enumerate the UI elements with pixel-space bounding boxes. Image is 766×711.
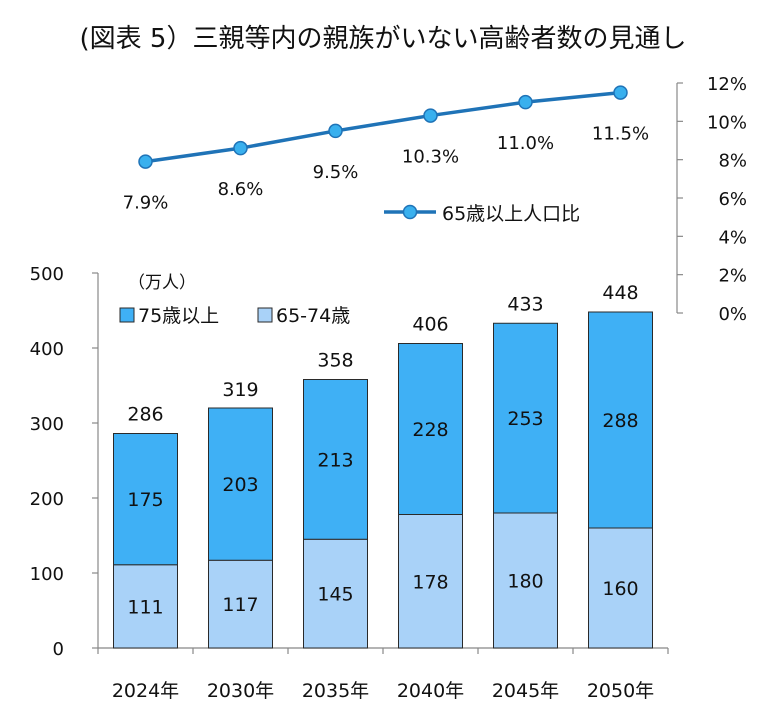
line-chart-axis: 0% 2% 4% 6% 8% 10% 12% [676,74,747,325]
line-point [233,140,248,156]
line-point [613,85,628,100]
bar-segment-value-label: 145 [317,584,353,606]
bar-total-label: 319 [222,379,258,401]
bar-segment-75-plus [493,322,558,514]
legend-label: 65歳以上人口比 [442,203,580,225]
bar-segment-value-label: 203 [222,474,258,496]
line-y-tick-label: 4% [718,227,747,248]
line-series-path [145,90,621,164]
line-data-label: 9.5% [313,162,359,183]
bar-y-tick-label: 0 [53,639,64,660]
bar-data-labels: 111 175 286 117 203 319 145 213 358 178 228 406 180 2… [127,282,638,618]
bar-legend: 75歳以上 65-74歳 [119,305,350,327]
bar-segment-value-label: 228 [412,419,448,441]
bar-segment-value-label: 213 [317,449,353,471]
bar-segment-value-label: 111 [127,596,163,618]
bar-segment-75-plus [303,379,368,540]
bar-y-tick-label: 200 [30,489,64,510]
line-data-label: 7.9% [123,193,169,214]
line-data-label: 10.3% [402,147,459,168]
bar-x-tick-label: 2045年 [492,680,559,702]
line-y-tick-label: 0% [718,304,747,325]
line-y-tick-label: 2% [718,266,747,287]
legend-swatch [119,307,135,323]
bar-segment-75-plus [588,311,653,529]
line-point [328,123,343,139]
bar-x-tick-label: 2040年 [397,680,464,702]
bar-segment-65-74 [303,538,368,649]
bar-segment-value-label: 175 [127,489,163,511]
bar-total-label: 433 [507,293,543,315]
line-data-label: 11.0% [497,133,554,154]
bar-x-tick-label: 2050年 [587,680,654,702]
line-point [423,108,438,123]
bar-y-tick-label: 300 [30,414,64,435]
line-point [138,154,153,169]
bar-segment-value-label: 160 [602,578,638,600]
line-data-label: 8.6% [218,179,264,200]
bar-segment-65-74 [208,559,273,649]
bar-y-tick-label: 100 [30,564,64,585]
legend-label: 65-74歳 [276,305,350,327]
bar-total-label: 406 [412,314,448,336]
bar-x-tick-label: 2035年 [302,680,369,702]
bar-segment-65-74 [113,564,178,649]
line-y-tick-label: 8% [718,151,747,172]
bar-total-label: 286 [127,404,163,426]
chart-title: (図表 5）三親等内の親族がいない高齢者数の見通し [79,24,687,54]
bar-segment-value-label: 180 [507,571,543,593]
line-data-label: 11.5% [592,124,649,145]
bar-segment-value-label: 288 [602,410,638,432]
legend-marker [402,204,418,220]
bar-x-tick-label: 2030年 [207,680,274,702]
bar-segment-75-plus [208,407,273,561]
bar-segment-75-plus [113,433,178,566]
bar-segment-65-74 [588,527,653,649]
line-series: 7.9% 8.6% 9.5% 10.3% 11.0% 11.5% [123,85,649,214]
bar-unit-label: （万人） [128,273,196,293]
bar-chart-axes: 0 100 200 300 400 500 2024年 2030年 2035年 2040年 2045… [30,264,669,702]
bar-segment-value-label: 253 [507,408,543,430]
legend-label: 75歳以上 [138,305,219,327]
bar-segment-value-label: 117 [222,594,258,616]
bar-total-label: 358 [317,350,353,372]
bar-total-label: 448 [602,282,638,304]
bar-y-tick-label: 400 [30,339,64,360]
bar-segment-75-plus [398,343,463,515]
bar-y-tick-label: 500 [30,264,64,285]
bar-series [113,311,653,649]
bar-x-tick-label: 2024年 [112,680,179,702]
bar-segment-value-label: 178 [412,571,448,593]
line-y-tick-label: 6% [718,189,747,210]
line-y-tick-label: 10% [707,112,747,133]
line-y-tick-label: 12% [707,74,747,95]
line-legend: 65歳以上人口比 [384,203,580,225]
line-point [518,94,533,110]
legend-swatch [257,307,273,323]
